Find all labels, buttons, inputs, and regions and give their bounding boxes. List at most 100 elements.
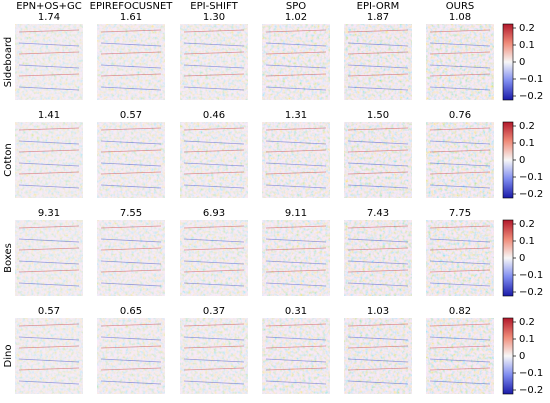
error-edge: [183, 260, 245, 265]
error-edge: [100, 51, 162, 55]
error-edge: [100, 73, 162, 77]
error-edge: [429, 171, 491, 175]
error-edge: [429, 367, 491, 371]
error-edge: [347, 149, 409, 153]
error-edge: [265, 64, 327, 69]
error-edge: [429, 86, 491, 91]
error-value: 1.87: [367, 12, 389, 23]
error-edge: [100, 247, 162, 251]
colorbar-tick-label: 0.2: [519, 121, 535, 132]
error-edge: [183, 73, 245, 77]
colorbar: [502, 219, 514, 297]
error-edge: [18, 269, 80, 273]
error-edge: [100, 282, 162, 287]
error-edge: [265, 380, 327, 385]
colorbar-tick-label: 0: [519, 351, 525, 362]
colorbar-tick-label: 0.1: [519, 334, 535, 345]
colorbar-tick-label: 0.1: [519, 40, 535, 51]
error-edge: [265, 42, 327, 47]
error-edge: [100, 380, 162, 385]
error-value: 0.82: [449, 306, 471, 317]
error-value: 1.03: [367, 306, 389, 317]
error-edge: [100, 140, 162, 145]
error-value: 7.43: [367, 208, 389, 219]
error-edge: [347, 345, 409, 349]
error-edge: [18, 260, 80, 265]
error-edge: [183, 127, 245, 131]
error-edge: [183, 323, 245, 327]
error-edge: [265, 225, 327, 229]
error-value: 0.76: [449, 110, 471, 121]
error-edge: [265, 345, 327, 349]
colorbar-tick-label: 0: [519, 155, 525, 166]
error-edge: [429, 336, 491, 341]
error-edge: [183, 380, 245, 385]
error-edge: [183, 184, 245, 189]
error-edge: [183, 269, 245, 273]
error-edge: [18, 51, 80, 55]
error-edge: [265, 238, 327, 243]
error-edge: [347, 127, 409, 131]
error-value: 9.11: [285, 208, 307, 219]
error-edge: [183, 238, 245, 243]
error-edge: [347, 247, 409, 251]
colorbar-tick-label: 0.1: [519, 236, 535, 247]
colorbar-tick-label: −0.2: [519, 287, 543, 298]
error-value: 6.93: [203, 208, 225, 219]
error-edge: [265, 358, 327, 363]
error-edge: [18, 358, 80, 363]
error-edge: [265, 29, 327, 33]
error-edge: [429, 358, 491, 363]
error-edge: [265, 162, 327, 167]
error-edge: [429, 345, 491, 349]
error-edge: [18, 29, 80, 33]
row-label: Cotton: [3, 143, 14, 176]
error-value: 0.37: [203, 306, 225, 317]
error-edge: [347, 51, 409, 55]
error-edge: [100, 238, 162, 243]
column-header: EPI-SHIFT: [190, 1, 238, 12]
error-edge: [183, 29, 245, 33]
error-edge: [265, 260, 327, 265]
colorbar-tick-label: −0.2: [519, 91, 543, 102]
error-edge: [18, 140, 80, 145]
error-edge: [18, 282, 80, 287]
error-edge: [429, 282, 491, 287]
error-edge: [429, 238, 491, 243]
error-edge: [347, 225, 409, 229]
column-header: SPO: [286, 1, 306, 12]
error-edge: [265, 127, 327, 131]
error-value: 1.31: [285, 110, 307, 121]
error-edge: [429, 380, 491, 385]
error-edge: [183, 247, 245, 251]
error-value: 0.31: [285, 306, 307, 317]
error-value: 0.46: [203, 110, 225, 121]
error-edge: [100, 260, 162, 265]
error-edge: [265, 367, 327, 371]
error-edge: [183, 225, 245, 229]
error-edge: [18, 380, 80, 385]
error-edge: [183, 282, 245, 287]
error-edge: [100, 323, 162, 327]
error-edge: [100, 162, 162, 167]
colorbar-tick-label: −0.2: [519, 189, 543, 200]
column-header: EPN+OS+GC: [16, 1, 82, 12]
error-edge: [265, 86, 327, 91]
colorbar: [502, 23, 514, 101]
error-edge: [18, 73, 80, 77]
error-edge: [265, 73, 327, 77]
error-edge: [100, 184, 162, 189]
row-label: Dino: [3, 345, 14, 368]
error-edge: [429, 323, 491, 327]
error-value: 7.75: [449, 208, 471, 219]
error-edge: [265, 51, 327, 55]
error-edge: [429, 51, 491, 55]
error-edge: [429, 225, 491, 229]
error-edge: [100, 64, 162, 69]
error-edge: [18, 42, 80, 47]
error-edge: [18, 345, 80, 349]
error-edge: [429, 247, 491, 251]
error-edge: [429, 269, 491, 273]
error-edge: [100, 269, 162, 273]
error-edge: [183, 162, 245, 167]
